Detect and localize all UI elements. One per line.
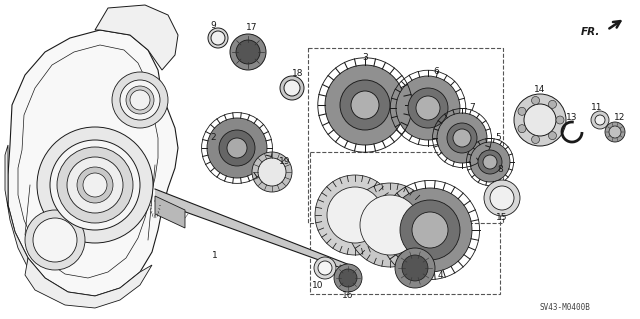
Circle shape: [591, 111, 609, 129]
Text: 1: 1: [212, 250, 218, 259]
Circle shape: [348, 183, 432, 267]
Circle shape: [412, 212, 448, 248]
Circle shape: [280, 76, 304, 100]
Polygon shape: [5, 145, 28, 268]
Circle shape: [396, 76, 460, 140]
Circle shape: [532, 97, 540, 105]
Text: 10: 10: [312, 280, 324, 290]
Circle shape: [227, 138, 247, 158]
Circle shape: [67, 157, 123, 213]
Text: 2: 2: [210, 133, 216, 143]
Circle shape: [258, 158, 286, 186]
Circle shape: [478, 150, 502, 174]
Circle shape: [120, 80, 160, 120]
Circle shape: [57, 147, 133, 223]
Text: 7: 7: [469, 103, 475, 113]
Circle shape: [37, 127, 153, 243]
Bar: [308, 48, 503, 223]
Circle shape: [360, 195, 420, 255]
Circle shape: [126, 86, 154, 114]
Circle shape: [437, 113, 487, 163]
Text: 19: 19: [279, 158, 291, 167]
Text: 13: 13: [566, 114, 578, 122]
Text: 5: 5: [495, 133, 501, 143]
Circle shape: [327, 187, 383, 243]
Circle shape: [518, 125, 526, 133]
Circle shape: [484, 180, 520, 216]
Circle shape: [50, 140, 140, 230]
Circle shape: [25, 210, 85, 270]
Text: FR.: FR.: [580, 27, 600, 37]
Circle shape: [548, 132, 556, 140]
Text: 4: 4: [437, 271, 443, 280]
Text: 6: 6: [433, 68, 439, 77]
Circle shape: [609, 126, 621, 138]
Circle shape: [402, 255, 428, 281]
Circle shape: [453, 129, 471, 147]
Circle shape: [77, 167, 113, 203]
Text: 11: 11: [591, 102, 603, 112]
Circle shape: [334, 264, 362, 292]
Text: 12: 12: [614, 114, 626, 122]
Circle shape: [208, 28, 228, 48]
Circle shape: [416, 96, 440, 120]
Circle shape: [230, 34, 266, 70]
Circle shape: [483, 155, 497, 169]
Text: 9: 9: [210, 21, 216, 31]
Circle shape: [211, 31, 225, 45]
Circle shape: [408, 88, 448, 128]
Text: 16: 16: [342, 292, 354, 300]
Circle shape: [83, 173, 107, 197]
Circle shape: [339, 269, 357, 287]
Circle shape: [395, 248, 435, 288]
Circle shape: [400, 200, 460, 260]
Circle shape: [112, 72, 168, 128]
Circle shape: [514, 94, 566, 146]
Circle shape: [252, 152, 292, 192]
Text: 8: 8: [497, 166, 503, 174]
Text: 17: 17: [246, 24, 258, 33]
Circle shape: [284, 80, 300, 96]
Circle shape: [605, 122, 625, 142]
Circle shape: [318, 261, 332, 275]
Circle shape: [548, 100, 556, 108]
Polygon shape: [155, 189, 355, 273]
Text: SV43-M0400B: SV43-M0400B: [540, 303, 591, 313]
Circle shape: [314, 257, 336, 279]
Polygon shape: [340, 265, 358, 272]
Circle shape: [518, 107, 526, 115]
Text: 15: 15: [496, 213, 508, 222]
Circle shape: [315, 175, 395, 255]
Circle shape: [236, 40, 260, 64]
Circle shape: [33, 218, 77, 262]
Polygon shape: [155, 196, 185, 228]
Circle shape: [532, 136, 540, 144]
Circle shape: [351, 91, 379, 119]
Circle shape: [219, 130, 255, 166]
Polygon shape: [95, 5, 178, 70]
Text: 3: 3: [362, 54, 368, 63]
Circle shape: [207, 118, 267, 178]
Circle shape: [130, 90, 150, 110]
Text: 14: 14: [534, 85, 546, 94]
Circle shape: [340, 80, 390, 130]
Polygon shape: [8, 30, 178, 296]
Circle shape: [470, 142, 510, 182]
Text: 18: 18: [292, 70, 304, 78]
Bar: [310, 152, 500, 294]
Circle shape: [325, 65, 405, 145]
Circle shape: [490, 186, 514, 210]
Circle shape: [388, 188, 472, 272]
Circle shape: [447, 123, 477, 153]
Circle shape: [595, 115, 605, 125]
Circle shape: [556, 116, 564, 124]
Polygon shape: [25, 258, 152, 308]
Circle shape: [524, 104, 556, 136]
